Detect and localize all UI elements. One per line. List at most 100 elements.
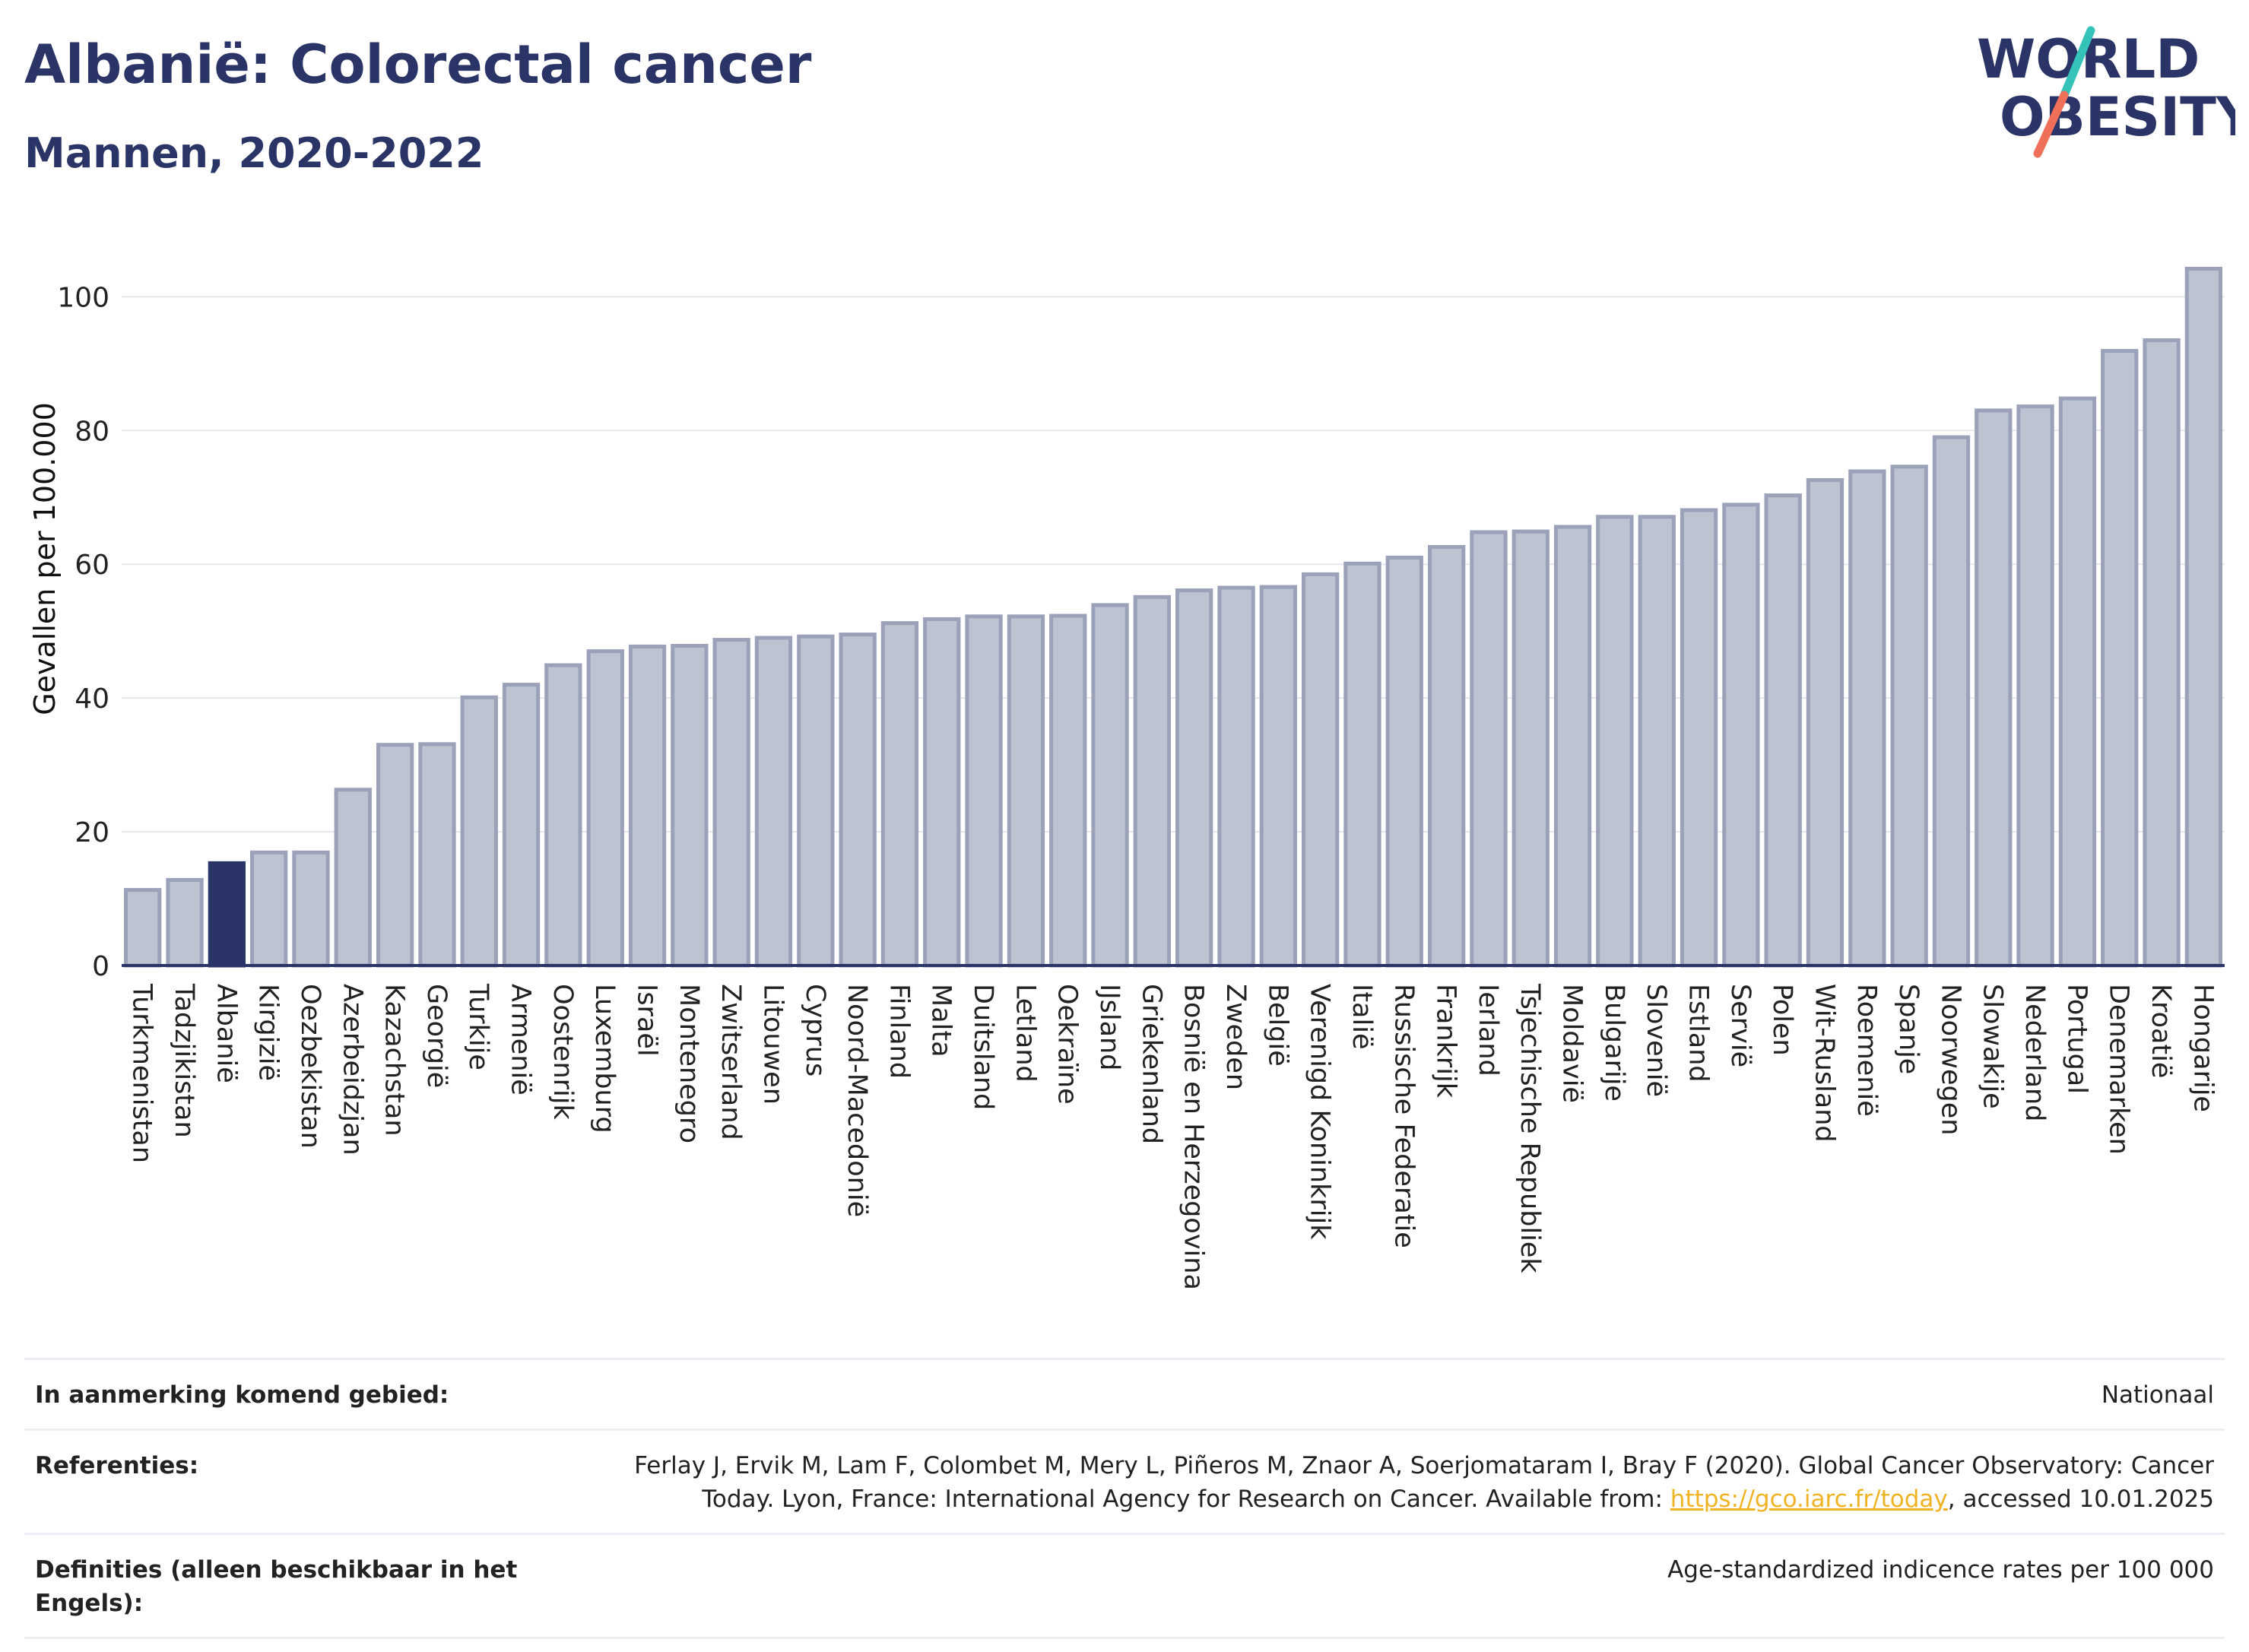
bar-portugal — [2058, 396, 2097, 968]
x-tick-label: Moldavië — [1557, 984, 1588, 1103]
y-axis-title: Gevallen per 100.000 — [28, 402, 62, 715]
reference-accessed: , accessed 10.01.2025 — [1947, 1486, 2214, 1513]
x-tick-label: Georgië — [421, 984, 452, 1088]
y-tick-label: 20 — [75, 817, 109, 848]
x-tick-label: Litouwen — [758, 984, 788, 1105]
x-tick-label: Finland — [883, 984, 914, 1079]
bar-servi- — [1722, 503, 1760, 968]
bar-azerbeidzjan — [334, 788, 372, 968]
x-tick-label: Malta — [926, 984, 956, 1057]
x-tick-label: Noorwegen — [1935, 984, 1965, 1136]
notes-row-references: Referenties: Ferlay J, Ervik M, Lam F, C… — [24, 1428, 2225, 1533]
bar-isra-l — [628, 644, 667, 968]
bar-turkije — [460, 695, 498, 968]
y-axis-ticks: 0 20 40 60 80 100 — [57, 282, 109, 982]
chart-subtitle: Mannen, 2020-2022 — [24, 129, 484, 177]
bar-litouwen — [754, 636, 793, 968]
x-tick-label: Kroatië — [2146, 984, 2176, 1078]
x-tick-label: Wit-Rusland — [1810, 984, 1840, 1143]
x-tick-label: Noord-Macedonië — [842, 984, 872, 1217]
bar-hongarije — [2184, 266, 2222, 968]
x-tick-label: Oostenrijk — [547, 984, 578, 1120]
bar-armeni- — [502, 683, 541, 968]
y-tick-label: 0 — [92, 951, 109, 982]
x-tick-label: Polen — [1767, 984, 1797, 1056]
bar-roemeni- — [1848, 469, 1886, 968]
x-tick-label: Luxemburg — [589, 984, 620, 1134]
bar-tadzjikistan — [166, 877, 204, 968]
bar-zweden — [1217, 585, 1255, 968]
bar-moldavi- — [1553, 525, 1592, 968]
x-tick-label: Servië — [1725, 984, 1756, 1067]
y-tick-label: 60 — [75, 550, 109, 581]
x-tick-label: Zwitserland — [715, 984, 746, 1140]
x-tick-label: Duitsland — [968, 984, 998, 1110]
x-tick-label: België — [1262, 984, 1293, 1067]
bar-turkmenistan — [124, 888, 162, 968]
x-tick-label: Kirgizië — [253, 984, 284, 1081]
x-tick-label: Roemenië — [1851, 984, 1882, 1117]
y-tick-label: 40 — [75, 683, 109, 715]
bar-slowakije — [1975, 408, 2013, 968]
bar-kirgizi- — [250, 850, 288, 968]
x-tick-label: Nederland — [2019, 984, 2050, 1121]
x-tick-label: Letland — [1010, 984, 1040, 1083]
bar-albani- — [208, 861, 246, 968]
notes-value-region: Nationaal — [2101, 1381, 2214, 1409]
x-tick-label: Bulgarije — [1599, 984, 1629, 1102]
notes-label-region: In aanmerking komend gebied: — [35, 1381, 449, 1409]
x-tick-label: Denemarken — [2104, 984, 2134, 1155]
bar-letland — [1007, 614, 1045, 968]
bar-noord-macedoni- — [839, 633, 877, 968]
bar-kazachstan — [376, 743, 414, 968]
logo-slash-coral — [2033, 90, 2069, 158]
bar-russische-federatie — [1385, 555, 1423, 968]
bar-nederland — [2016, 404, 2054, 968]
notes-row-definitions: Definities (alleen beschikbaar in het En… — [24, 1533, 2225, 1639]
x-tick-label: Ierland — [1473, 984, 1503, 1076]
bar-luxemburg — [586, 649, 624, 968]
x-tick-label: IJsland — [1094, 984, 1124, 1070]
bar-ijsland — [1091, 603, 1129, 968]
bar-sloveni- — [1638, 515, 1676, 968]
bar-finland — [880, 621, 919, 968]
x-tick-label: Albanië — [211, 984, 241, 1083]
x-tick-label: Tsjechische Republiek — [1515, 983, 1545, 1273]
y-tick-label: 100 — [57, 282, 109, 313]
x-tick-label: Cyprus — [800, 984, 830, 1076]
world-obesity-logo: WORLD OBESITY — [1977, 26, 2235, 158]
bar-malta — [923, 617, 961, 968]
bars — [124, 266, 2222, 968]
notes-row-region: In aanmerking komend gebied: Nationaal — [24, 1358, 2225, 1428]
x-tick-label: Russische Federatie — [1388, 984, 1419, 1248]
x-tick-label: Oezbekistan — [295, 984, 325, 1149]
x-tick-label: Turkmenistan — [127, 983, 157, 1163]
bar-verenigd-koninkrijk — [1302, 572, 1340, 968]
bar-chart: 0 20 40 60 80 100 Turkmenistan Tadzjikistan Alb… — [28, 266, 2225, 1290]
bar-bosni-en-herzegovina — [1175, 588, 1213, 968]
x-tick-label: Zweden — [1220, 984, 1251, 1090]
bar-belgi- — [1259, 585, 1297, 968]
x-tick-label: Montenegro — [674, 984, 704, 1143]
reference-text: Ferlay J, Ervik M, Lam F, Colombet M, Me… — [634, 1452, 2214, 1513]
bar-oekra-ne — [1049, 614, 1087, 968]
x-tick-label: Griekenland — [1136, 984, 1166, 1144]
logo-line-2: OBESITY — [2000, 86, 2235, 148]
bar-frankrijk — [1428, 544, 1466, 968]
bar-wit-rusland — [1806, 477, 1845, 968]
x-tick-label: Hongarije — [2187, 984, 2218, 1112]
bar-spanje — [1890, 465, 1928, 968]
reference-link[interactable]: https://gco.iarc.fr/today — [1670, 1486, 1948, 1513]
notes-value-references: Ferlay J, Ervik M, Lam F, Colombet M, Me… — [617, 1449, 2214, 1516]
x-tick-label: Spanje — [1893, 984, 1924, 1074]
x-tick-label: Slovenië — [1641, 984, 1671, 1097]
bar-duitsland — [965, 614, 1003, 968]
bar-montenegro — [671, 644, 709, 968]
x-tick-label: Tadzjikistan — [169, 983, 199, 1138]
x-tick-label: Frankrijk — [1431, 984, 1461, 1099]
x-tick-label: Oekraïne — [1052, 984, 1083, 1105]
x-tick-label: Portugal — [2061, 984, 2092, 1094]
bar-cyprus — [797, 634, 835, 968]
x-tick-label: Italië — [1347, 984, 1377, 1049]
bar-bulgarije — [1596, 515, 1634, 968]
